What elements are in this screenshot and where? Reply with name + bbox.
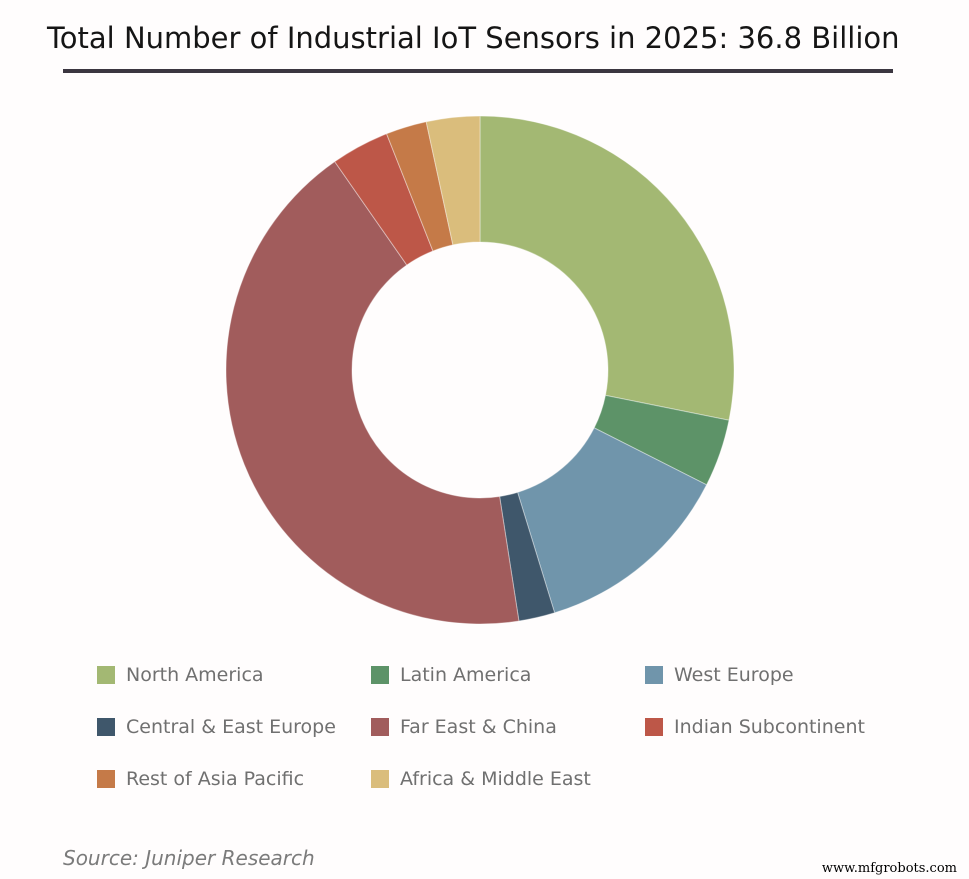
legend-item-north-america: North America: [97, 664, 371, 686]
legend-swatch-far-east-china: [371, 718, 389, 736]
legend-label: Africa & Middle East: [400, 768, 591, 790]
legend-swatch-west-europe: [645, 666, 663, 684]
donut-chart: [225, 115, 735, 625]
legend-label: Indian Subcontinent: [674, 716, 865, 738]
donut-slice-africa-middle-east: [425, 115, 481, 246]
legend-swatch-north-america: [97, 666, 115, 684]
legend-item-latin-america: Latin America: [371, 664, 645, 686]
legend: North America Latin America West Europe Cen…: [97, 664, 919, 790]
legend-item-rest-of-asia-pacific: Rest of Asia Pacific: [97, 768, 371, 790]
page-title: Total Number of Industrial IoT Sensors i…: [47, 21, 900, 55]
legend-item-indian-subcontinent: Indian Subcontinent: [645, 716, 919, 738]
title-underline: [63, 69, 893, 73]
legend-label: Latin America: [400, 664, 532, 686]
legend-label: North America: [126, 664, 264, 686]
donut-slice-west-europe: [516, 427, 708, 614]
legend-swatch-indian-subcontinent: [645, 718, 663, 736]
legend-swatch-latin-america: [371, 666, 389, 684]
legend-item-west-europe: West Europe: [645, 664, 919, 686]
legend-item-far-east-china: Far East & China: [371, 716, 645, 738]
legend-item-africa-middle-east: Africa & Middle East: [371, 768, 645, 790]
source-note: Source: Juniper Research: [63, 846, 315, 870]
legend-swatch-rest-of-asia-pacific: [97, 770, 115, 788]
legend-label: Central & East Europe: [126, 716, 336, 738]
legend-label: Rest of Asia Pacific: [126, 768, 305, 790]
donut-slice-far-east-china: [225, 160, 520, 625]
watermark: www.mfgrobots.com: [821, 861, 957, 876]
legend-swatch-africa-middle-east: [371, 770, 389, 788]
legend-swatch-central-east-europe: [97, 718, 115, 736]
legend-label: West Europe: [674, 664, 794, 686]
donut-slice-north-america: [479, 115, 735, 421]
legend-item-central-east-europe: Central & East Europe: [97, 716, 371, 738]
legend-label: Far East & China: [400, 716, 557, 738]
